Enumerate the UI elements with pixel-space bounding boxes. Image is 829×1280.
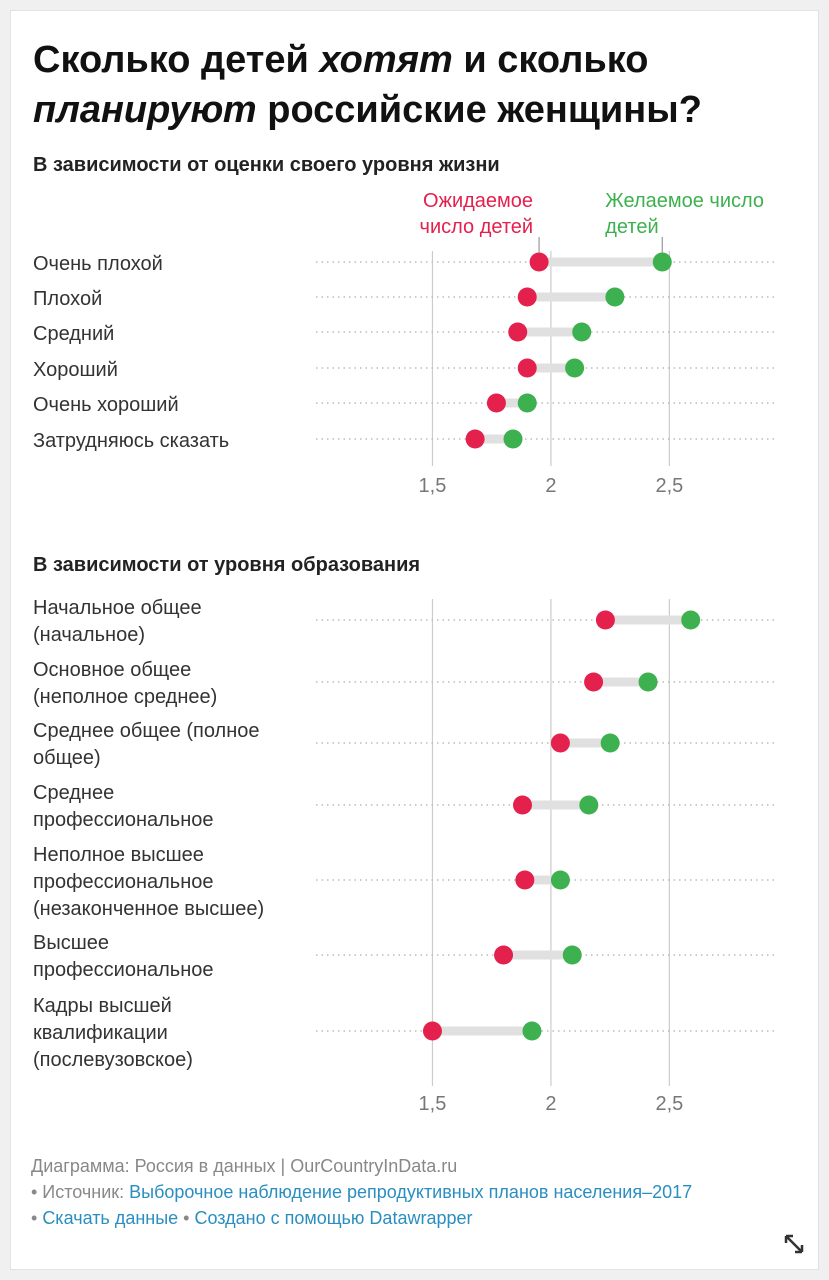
legend-expected: Ожидаемое число детей — [419, 190, 534, 238]
x-tick-label: 2,5 — [655, 1093, 683, 1115]
row-label: Основное общее (неполное среднее) — [33, 659, 218, 708]
datawrapper-link[interactable]: Создано с помощью Datawrapper — [194, 1208, 473, 1228]
title-emphasis-plan: планируют — [33, 89, 257, 131]
desired-dot — [503, 429, 523, 449]
chart-svg: 1,5 2 2,5 — [316, 237, 776, 497]
title-emphasis-want: хотят — [319, 39, 453, 81]
row-label: Неполное высшее профессиональное (незако… — [33, 843, 265, 920]
x-tick-label: 2,5 — [655, 475, 683, 497]
footer-credit: Диаграмма: Россия в данных | OurCountryI… — [31, 1156, 458, 1176]
chart-svg: 1,5 2 2,5 — [316, 599, 776, 1115]
footer-source: • Источник: Выборочное наблюдение репрод… — [31, 1179, 791, 1205]
chart-1-subtitle: В зависимости от оценки своего уровня жи… — [33, 154, 500, 176]
x-tick-label: 2 — [545, 475, 556, 497]
desired-dot — [550, 870, 570, 890]
desired-dot — [572, 322, 592, 342]
chart-footer: Диаграмма: Россия в данных | OurCountryI… — [31, 1153, 791, 1231]
x-tick-label: 1,5 — [419, 1093, 447, 1115]
expected-dot — [508, 322, 528, 342]
row-label: Затрудняюсь сказать — [33, 429, 230, 452]
legend-desired: Желаемое число детей — [605, 190, 765, 238]
desired-dot — [565, 358, 585, 378]
row-label: Высшее профессиональное — [33, 932, 214, 981]
expected-dot — [517, 358, 537, 378]
expected-dot — [486, 393, 506, 413]
desired-dot — [681, 610, 701, 630]
footer-bullet: • — [31, 1208, 43, 1228]
chart-2-subtitle: В зависимости от уровня образования — [33, 554, 421, 576]
expected-dot — [422, 1021, 442, 1041]
row-label: Средний — [33, 322, 115, 345]
row-label: Начальное общее (начальное) — [33, 597, 202, 646]
expected-dot — [517, 287, 537, 307]
expected-dot — [465, 429, 485, 449]
expected-dot — [494, 945, 514, 965]
x-tick-label: 2 — [545, 1093, 556, 1115]
row-label: Среднее профессиональное — [33, 782, 214, 831]
x-tick-label: 1,5 — [419, 475, 447, 497]
row-label: Очень хороший — [33, 393, 179, 416]
row-label: Очень плохой — [33, 252, 163, 275]
row-label: Плохой — [33, 287, 103, 310]
row-label: Хороший — [33, 358, 118, 381]
expected-dot — [515, 870, 535, 890]
desired-dot — [562, 945, 582, 965]
resize-icon[interactable] — [783, 1233, 805, 1261]
download-data-link[interactable]: Скачать данные — [42, 1208, 179, 1228]
desired-dot — [605, 287, 625, 307]
expected-dot — [595, 610, 615, 630]
row-label: Кадры высшей квалификации (послевузовско… — [33, 994, 193, 1071]
title-part: и сколько — [452, 39, 649, 81]
desired-dot — [652, 252, 672, 272]
desired-dot — [579, 795, 599, 815]
footer-source-prefix: • Источник: — [31, 1182, 130, 1202]
chart-education: 1,5 2 2,5 Начальное общее (начальное) Основн… — [11, 11, 820, 1131]
expected-dot — [584, 672, 604, 692]
desired-dot — [600, 733, 620, 753]
source-link[interactable]: Выборочное наблюдение репродуктивных пла… — [129, 1182, 693, 1202]
footer-separator: • — [178, 1208, 195, 1228]
expected-dot — [512, 795, 532, 815]
desired-dot — [517, 393, 537, 413]
desired-dot — [522, 1021, 542, 1041]
title-part: Сколько детей — [33, 39, 320, 81]
page-title: Сколько детей хотят и сколько планируют … — [33, 35, 813, 135]
row-label: Среднее общее (полное общее) — [33, 720, 260, 769]
chart-living-standard: 1,5 2 2,5 Очень плохой Плохой Средний Хороший О… — [11, 11, 820, 531]
desired-dot — [638, 672, 658, 692]
expected-dot — [529, 252, 549, 272]
title-part: российские женщины? — [256, 89, 702, 131]
footer-links: • Скачать данные • Создано с помощью Dat… — [31, 1205, 791, 1231]
expected-dot — [550, 733, 570, 753]
chart-card: Сколько детей хотят и сколько планируют … — [10, 10, 819, 1270]
